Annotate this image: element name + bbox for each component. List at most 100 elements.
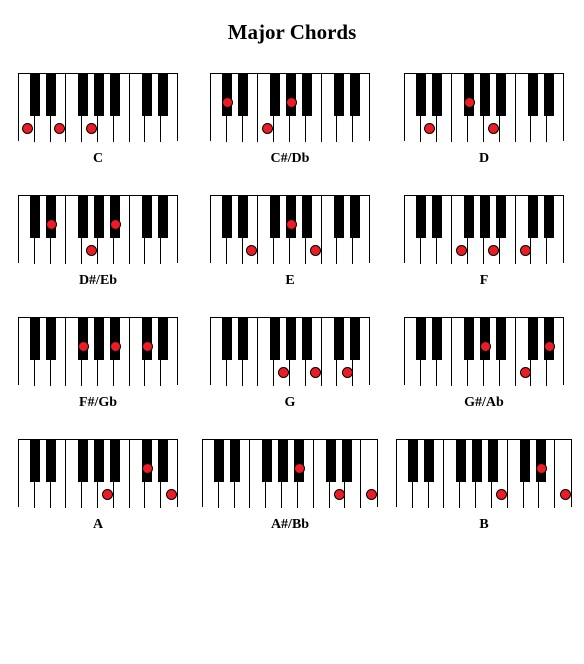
black-key xyxy=(350,196,360,238)
black-key xyxy=(270,318,280,360)
note-dot xyxy=(496,489,507,500)
note-dot xyxy=(456,245,467,256)
piano-keyboard xyxy=(210,73,370,141)
note-dot xyxy=(286,219,297,230)
note-dot xyxy=(278,367,289,378)
black-key xyxy=(222,196,232,238)
black-key xyxy=(142,318,152,360)
black-key xyxy=(334,74,344,116)
black-key xyxy=(30,74,40,116)
black-key xyxy=(214,440,224,482)
chord-label: B xyxy=(479,517,488,533)
black-key xyxy=(544,196,554,238)
black-key xyxy=(78,196,88,238)
black-key xyxy=(46,318,56,360)
piano-keyboard xyxy=(210,317,370,385)
black-key xyxy=(30,196,40,238)
black-key xyxy=(432,196,442,238)
black-key xyxy=(278,440,288,482)
note-dot xyxy=(78,341,89,352)
black-key xyxy=(432,318,442,360)
black-key xyxy=(302,318,312,360)
piano-keyboard xyxy=(18,317,178,385)
note-dot xyxy=(86,123,97,134)
note-dot xyxy=(342,367,353,378)
chord-diagram: C xyxy=(18,73,178,167)
black-key xyxy=(222,318,232,360)
black-key xyxy=(544,318,554,360)
black-key xyxy=(158,318,168,360)
note-dot xyxy=(166,489,177,500)
black-key xyxy=(110,440,120,482)
black-key xyxy=(464,318,474,360)
black-key xyxy=(528,318,538,360)
black-key xyxy=(416,74,426,116)
black-key xyxy=(158,440,168,482)
note-dot xyxy=(142,341,153,352)
black-key xyxy=(46,74,56,116)
note-dot xyxy=(488,123,499,134)
black-key xyxy=(94,440,104,482)
note-dot xyxy=(488,245,499,256)
piano-keyboard xyxy=(202,439,378,507)
black-key xyxy=(488,440,498,482)
piano-keyboard xyxy=(18,73,178,141)
note-dot xyxy=(110,219,121,230)
black-key xyxy=(222,74,232,116)
black-key xyxy=(472,440,482,482)
note-dot xyxy=(544,341,555,352)
chord-label: G#/Ab xyxy=(464,395,504,411)
black-key xyxy=(302,196,312,238)
black-key xyxy=(142,440,152,482)
piano-keyboard xyxy=(404,317,564,385)
note-dot xyxy=(424,123,435,134)
black-key xyxy=(480,196,490,238)
chord-diagram: B xyxy=(396,439,572,533)
note-dot xyxy=(222,97,233,108)
black-key xyxy=(408,440,418,482)
note-dot xyxy=(102,489,113,500)
piano-keyboard xyxy=(18,195,178,263)
piano-keyboard xyxy=(404,195,564,263)
black-key xyxy=(94,318,104,360)
black-key xyxy=(496,74,506,116)
chord-label: E xyxy=(285,273,294,289)
black-key xyxy=(286,74,296,116)
black-key xyxy=(142,74,152,116)
chord-label: D#/Eb xyxy=(79,273,117,289)
chord-diagram: F#/Gb xyxy=(18,317,178,411)
chord-diagram: C#/Db xyxy=(210,73,370,167)
note-dot xyxy=(520,245,531,256)
chord-label: D xyxy=(479,151,489,167)
note-dot xyxy=(310,245,321,256)
note-dot xyxy=(110,341,121,352)
black-key xyxy=(94,196,104,238)
black-key xyxy=(230,440,240,482)
black-key xyxy=(334,318,344,360)
black-key xyxy=(520,440,530,482)
note-dot xyxy=(366,489,377,500)
black-key xyxy=(30,318,40,360)
note-dot xyxy=(310,367,321,378)
piano-keyboard xyxy=(404,73,564,141)
chord-label: G xyxy=(285,395,296,411)
chord-diagram: E xyxy=(210,195,370,289)
black-key xyxy=(110,318,120,360)
black-key xyxy=(326,440,336,482)
black-key xyxy=(270,74,280,116)
black-key xyxy=(270,196,280,238)
black-key xyxy=(456,440,466,482)
note-dot xyxy=(86,245,97,256)
black-key xyxy=(480,74,490,116)
piano-keyboard xyxy=(210,195,370,263)
black-key xyxy=(294,440,304,482)
chord-diagram: D#/Eb xyxy=(18,195,178,289)
chord-diagram: G xyxy=(210,317,370,411)
chord-diagram: D xyxy=(404,73,564,167)
note-dot xyxy=(22,123,33,134)
black-key xyxy=(424,440,434,482)
black-key xyxy=(416,196,426,238)
black-key xyxy=(528,196,538,238)
piano-keyboard xyxy=(396,439,572,507)
black-key xyxy=(158,196,168,238)
